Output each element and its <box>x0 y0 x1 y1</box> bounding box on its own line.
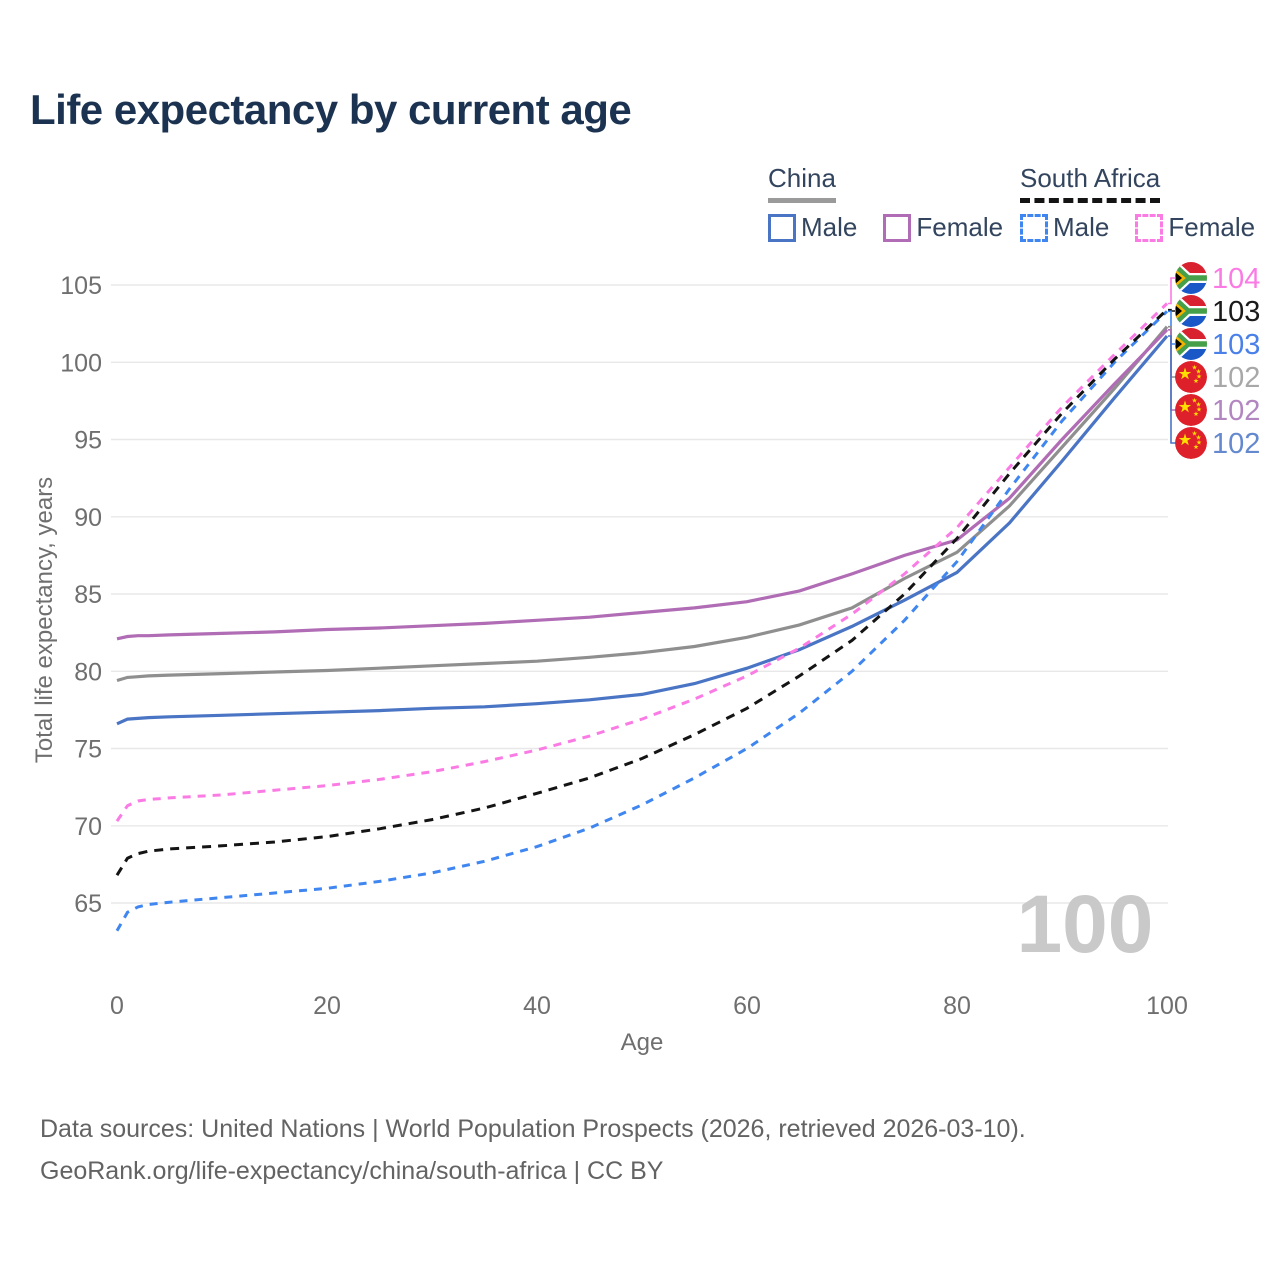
end-label-leader-south-africa-male <box>1168 310 1176 345</box>
flag-china-icon <box>1175 394 1207 426</box>
end-label-leader-south-africa-total <box>1168 308 1176 312</box>
legend-item-china-male[interactable]: Male <box>768 212 857 243</box>
y-tick-label: 70 <box>74 813 102 841</box>
x-axis-title: Age <box>621 1029 664 1056</box>
legend-label: Male <box>1053 212 1110 242</box>
legend-group-china: China Male Female <box>768 163 1029 243</box>
flag-china-icon <box>1175 361 1207 393</box>
legend-item-south-africa-male[interactable]: Male <box>1020 212 1109 243</box>
y-tick-label: 105 <box>60 272 102 300</box>
footer-attribution: GeoRank.org/life-expectancy/china/south-… <box>40 1157 664 1185</box>
flag-china-icon <box>1175 427 1207 459</box>
series-line-china-female[interactable] <box>116 328 1169 641</box>
x-tick-label: 60 <box>733 992 761 1020</box>
legend-swatch-south-africa-female <box>1135 213 1164 242</box>
age-watermark: 100 <box>1017 879 1154 970</box>
series-line-south-africa-male[interactable] <box>115 310 1169 932</box>
flag-south-africa-icon <box>1175 328 1207 360</box>
legend-label: Female <box>1168 212 1256 242</box>
x-tick-label: 80 <box>943 992 971 1020</box>
series-line-china-total[interactable] <box>116 325 1169 683</box>
legend-heading-south-africa[interactable]: South Africa <box>1020 163 1161 203</box>
footer-sources: Data sources: United Nations | World Pop… <box>40 1115 1026 1143</box>
end-value-label-south-africa-female: 104 <box>1212 263 1260 295</box>
x-tick-label: 40 <box>523 992 551 1020</box>
legend-swatch-china-male <box>768 213 796 242</box>
flag-south-africa-icon <box>1175 262 1207 294</box>
end-label-leader-china-female <box>1168 328 1176 411</box>
y-tick-label: 80 <box>74 658 102 686</box>
end-value-label-china-female: 102 <box>1212 395 1260 427</box>
series-line-china-male[interactable] <box>116 334 1169 726</box>
end-value-label-south-africa-total: 103 <box>1212 296 1260 328</box>
legend-group-south-africa: South Africa Male Female <box>1020 163 1280 243</box>
y-tick-label: 100 <box>60 349 102 377</box>
end-label-leader-china-male <box>1168 335 1176 444</box>
legend-label: Male <box>801 212 858 242</box>
end-value-label-china-total: 102 <box>1212 362 1260 394</box>
flag-south-africa-icon <box>1175 295 1207 327</box>
y-tick-label: 85 <box>74 581 102 609</box>
end-label-leader-china-total <box>1168 325 1176 378</box>
end-label-leader-south-africa-female <box>1168 277 1176 305</box>
x-tick-label: 0 <box>110 992 124 1020</box>
end-value-label-china-male: 102 <box>1212 428 1260 460</box>
footer: Data sources: United Nations | World Pop… <box>40 1108 1026 1192</box>
y-tick-label: 90 <box>74 504 102 532</box>
x-tick-label: 100 <box>1146 992 1188 1020</box>
legend-heading-china[interactable]: China <box>768 163 836 203</box>
legend-swatch-china-female <box>883 213 912 242</box>
series-line-south-africa-female[interactable] <box>115 302 1169 822</box>
y-tick-label: 75 <box>74 736 102 764</box>
legend-label: Female <box>916 212 1004 242</box>
y-tick-label: 95 <box>74 427 102 455</box>
x-tick-label: 20 <box>313 992 341 1020</box>
legend-item-south-africa-female[interactable]: Female <box>1135 212 1255 243</box>
legend-row-china: Male Female <box>768 212 1029 243</box>
y-tick-label: 65 <box>74 890 102 918</box>
legend-item-china-female[interactable]: Female <box>883 212 1003 243</box>
y-axis-title: Total life expectancy, years <box>31 477 58 763</box>
legend-row-south-africa: Male Female <box>1020 212 1280 243</box>
end-value-label-south-africa-male: 103 <box>1212 329 1260 361</box>
series-line-south-africa-total[interactable] <box>115 308 1169 876</box>
page-title: Life expectancy by current age <box>30 86 632 133</box>
legend-swatch-south-africa-male <box>1020 213 1048 242</box>
